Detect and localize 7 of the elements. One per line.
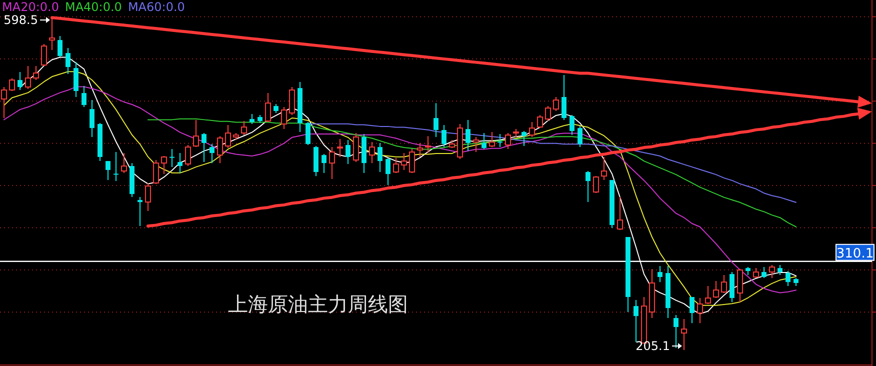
annotation: 205.1 xyxy=(636,339,670,353)
text: MA60:0.0 xyxy=(128,0,185,14)
text: 上海原油主力周线图 xyxy=(228,292,408,316)
ref-label: 310.1 xyxy=(836,244,874,262)
annotation: 598.5 xyxy=(4,13,38,27)
text: MA40:0.0 xyxy=(64,0,122,14)
text: MA20:0.0 xyxy=(2,0,59,14)
